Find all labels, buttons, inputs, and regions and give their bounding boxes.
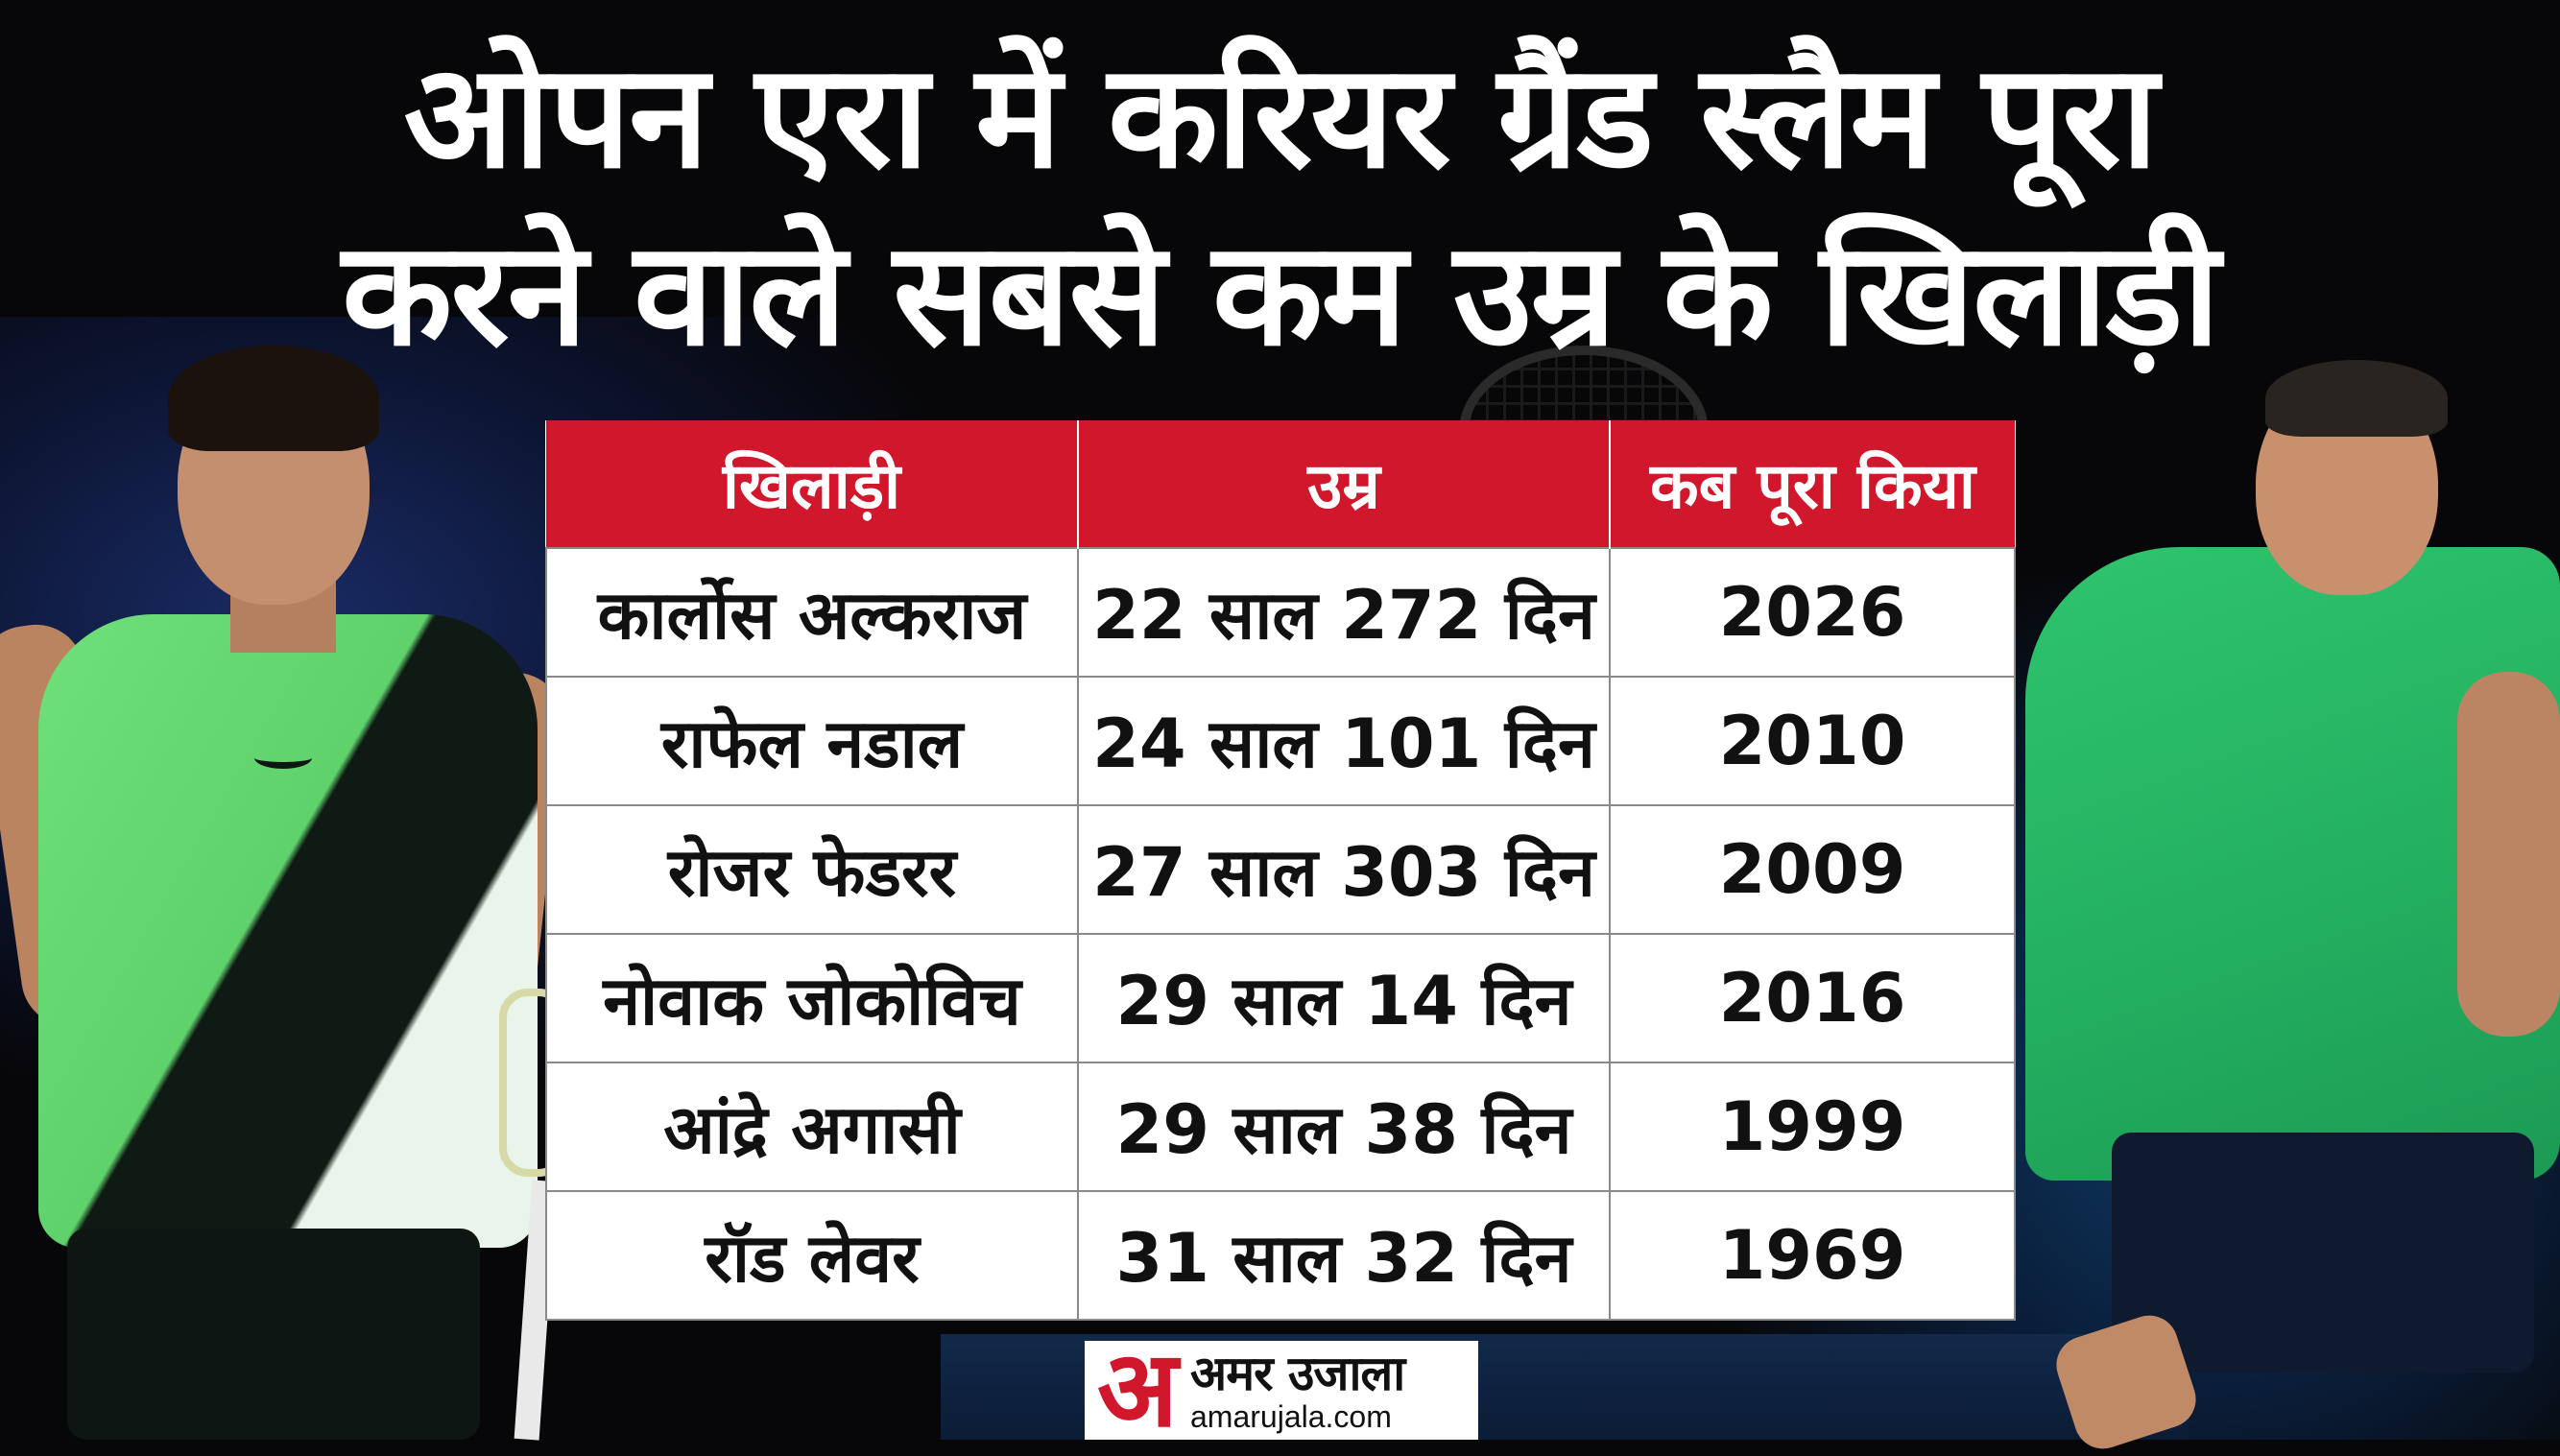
player-name: रोजर फेडरर: [545, 804, 1079, 935]
table-row: नोवाक जोकोविच 29 साल 14 दिन 2016: [545, 933, 2016, 1063]
right-player-shorts: [2112, 1133, 2534, 1372]
swoosh-logo-icon: [254, 747, 312, 769]
player-name: नोवाक जोकोविच: [545, 933, 1079, 1063]
logo-brand-name: अमर उजाला: [1190, 1345, 1405, 1401]
completion-year: 2010: [1609, 676, 2016, 806]
header-age: उम्र: [1078, 420, 1611, 548]
completion-year: 2016: [1609, 933, 2016, 1063]
completion-year: 1999: [1609, 1062, 2016, 1192]
player-name: आंद्रे अगासी: [545, 1062, 1079, 1192]
table-row: कार्लोस अल्कराज 22 साल 272 दिन 2026: [545, 547, 2016, 678]
completion-year: 1969: [1609, 1190, 2016, 1321]
table-row: रोजर फेडरर 27 साल 303 दिन 2009: [545, 804, 2016, 935]
player-age: 29 साल 14 दिन: [1077, 933, 1611, 1063]
headline: ओपन एरा में करियर ग्रैंड स्लैम पूरा करने…: [0, 29, 2560, 384]
logo-mark-icon: अ: [1096, 1326, 1179, 1450]
player-age: 29 साल 38 दिन: [1077, 1062, 1611, 1192]
player-age: 31 साल 32 दिन: [1077, 1190, 1611, 1321]
right-player-hair: [2265, 360, 2448, 437]
completion-year: 2009: [1609, 804, 2016, 935]
table-row: रॉड लेवर 31 साल 32 दिन 1969: [545, 1190, 2016, 1321]
header-player: खिलाड़ी: [546, 420, 1079, 548]
completion-year: 2026: [1609, 547, 2016, 678]
table-row: आंद्रे अगासी 29 साल 38 दिन 1999: [545, 1062, 2016, 1192]
logo-domain: amarujala.com: [1190, 1398, 1392, 1434]
table-row: राफेल नडाल 24 साल 101 दिन 2010: [545, 676, 2016, 806]
right-player-arm: [2457, 672, 2560, 1037]
left-player-hair: [168, 346, 379, 451]
player-name: रॉड लेवर: [545, 1190, 1079, 1321]
headline-line-2: करने वाले सबसे कम उम्र के खिलाड़ी: [342, 211, 2220, 378]
table-header-row: खिलाड़ी उम्र कब पूरा किया: [546, 420, 2015, 548]
left-player-shirt: [38, 614, 538, 1248]
player-age: 27 साल 303 दिन: [1077, 804, 1611, 935]
player-age: 24 साल 101 दिन: [1077, 676, 1611, 806]
player-age: 22 साल 272 दिन: [1077, 547, 1611, 678]
header-year: कब पूरा किया: [1610, 420, 2015, 548]
player-name: राफेल नडाल: [545, 676, 1079, 806]
left-player-shorts: [67, 1229, 480, 1440]
logo-text: अमर उजाला amarujala.com: [1190, 1345, 1405, 1434]
career-grand-slam-table: खिलाड़ी उम्र कब पूरा किया कार्लोस अल्करा…: [545, 420, 2016, 1321]
player-name: कार्लोस अल्कराज: [545, 547, 1079, 678]
headline-line-1: ओपन एरा में करियर ग्रैंड स्लैम पूरा: [403, 34, 2159, 201]
amar-ujala-logo[interactable]: अ अमर उजाला amarujala.com: [1085, 1326, 1478, 1450]
